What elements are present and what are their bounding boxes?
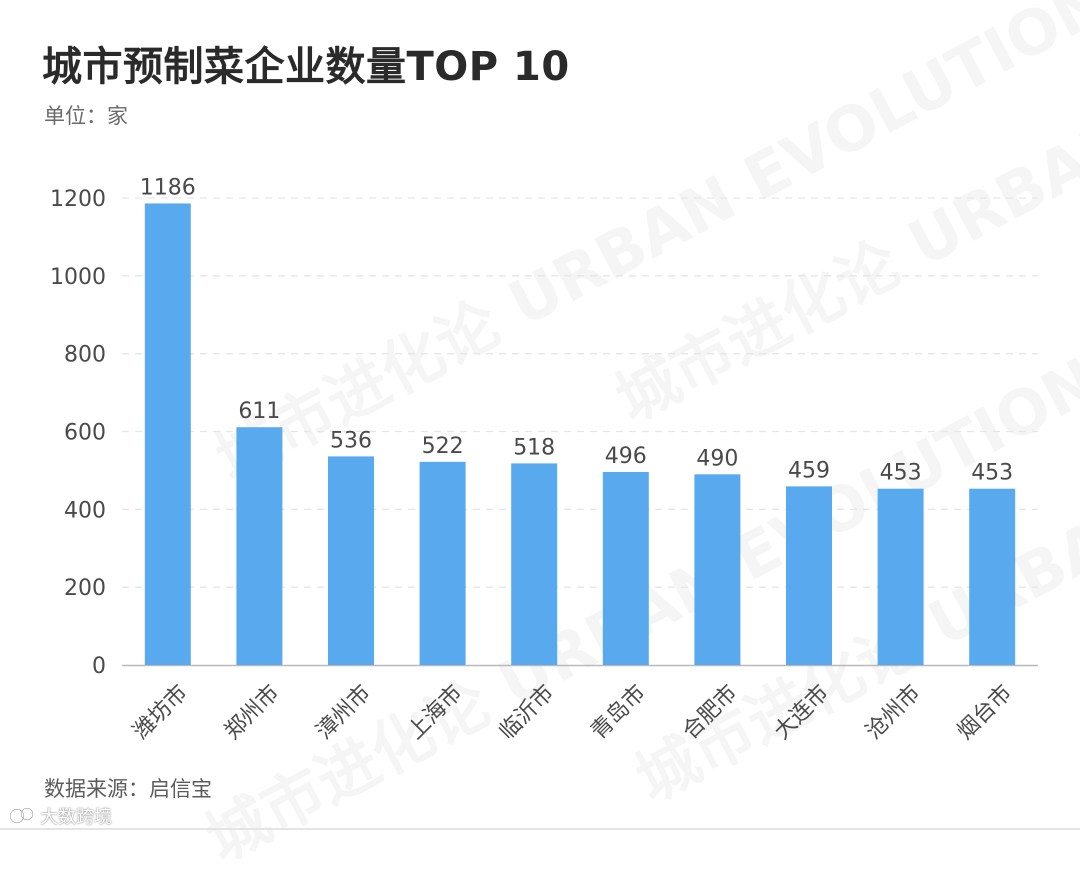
bottom-divider <box>0 828 1080 830</box>
bar <box>236 427 283 665</box>
y-tick-label: 0 <box>92 654 106 679</box>
bar <box>419 461 466 665</box>
data-label: 490 <box>696 446 738 471</box>
x-tick-label: 漳州市 <box>312 680 376 744</box>
bar <box>694 474 741 665</box>
data-label: 453 <box>880 461 922 486</box>
x-tick-label: 潍坊市 <box>128 680 192 744</box>
account-name: 大数跨境 <box>40 807 112 828</box>
data-label: 522 <box>422 434 464 459</box>
data-label: 496 <box>605 444 647 469</box>
x-tick-label: 沧州市 <box>861 680 925 744</box>
x-tick-label: 烟台市 <box>953 680 1017 744</box>
x-tick-label: 郑州市 <box>220 680 284 744</box>
chart-title: 城市预制菜企业数量TOP 10 <box>42 44 570 90</box>
y-tick-label: 200 <box>64 576 106 601</box>
x-tick-label: 临沂市 <box>495 680 559 744</box>
bar <box>328 456 374 665</box>
data-label: 536 <box>330 428 372 453</box>
bar <box>602 471 649 665</box>
bar <box>786 486 832 665</box>
bar <box>144 203 191 665</box>
x-tick-label: 合肥市 <box>678 680 742 744</box>
bar-chart: 0 200 400 600 800 1000 1200 1186 潍坊市 611 郑州市 536 漳州市… <box>50 175 1038 745</box>
x-tick-label: 青岛市 <box>586 680 650 744</box>
y-tick-label: 400 <box>64 498 106 523</box>
data-label: 453 <box>971 461 1013 486</box>
brand-logo-icon <box>10 807 34 824</box>
data-label: 1186 <box>140 175 196 200</box>
data-label: 459 <box>788 458 830 483</box>
account-watermark: 大数跨境 <box>10 803 112 829</box>
y-tick-label: 1000 <box>50 265 106 290</box>
bar <box>877 488 924 665</box>
data-label: 518 <box>513 435 555 460</box>
source-label: 数据来源：启信宝 <box>44 777 212 801</box>
x-tick-label: 上海市 <box>403 680 467 744</box>
y-tick-label: 800 <box>64 343 106 368</box>
bar <box>511 463 558 665</box>
y-tick-label: 600 <box>64 421 106 446</box>
data-label: 611 <box>238 399 280 424</box>
bar <box>969 488 1016 665</box>
y-tick-label: 1200 <box>50 187 106 212</box>
x-tick-label: 大连市 <box>770 680 834 744</box>
unit-label: 单位：家 <box>44 104 128 128</box>
